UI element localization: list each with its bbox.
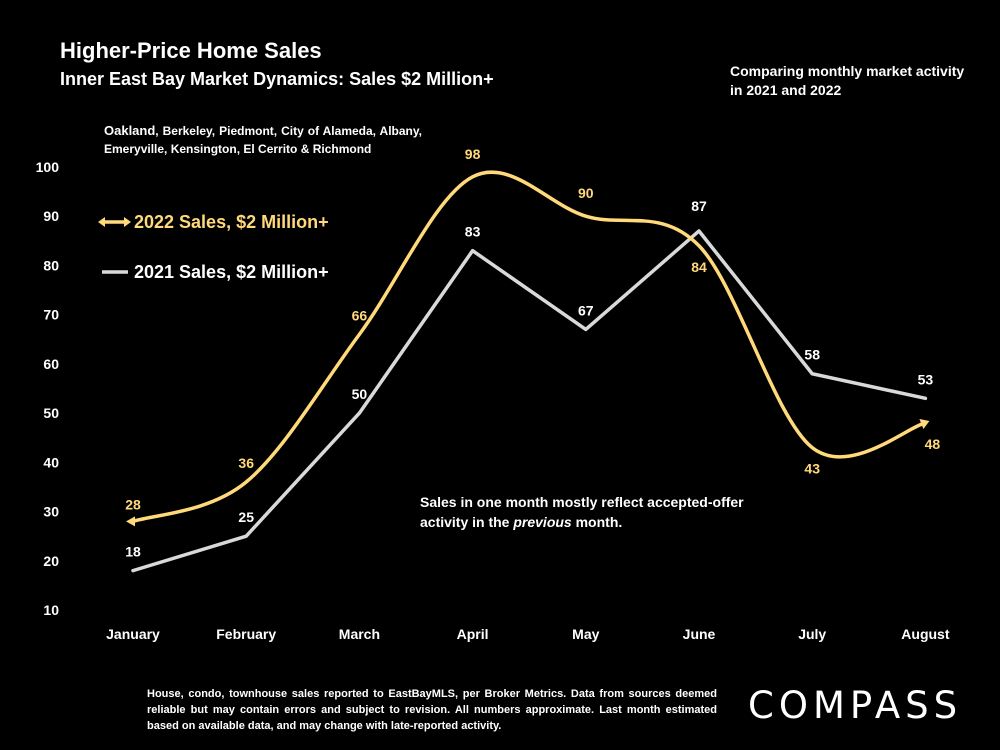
- annotation-part2: month.: [571, 514, 623, 530]
- y-axis: 10 20 30 40 50 60 70 80 90 100: [36, 159, 60, 618]
- y-tick-label: 40: [43, 454, 59, 470]
- series-2021-point: [244, 534, 248, 538]
- legend-entry-label: 2021 Sales, $2 Million+: [134, 262, 329, 282]
- y-tick-label: 70: [43, 307, 59, 323]
- x-tick-label: July: [798, 626, 826, 642]
- series-2022-line: [131, 170, 928, 524]
- x-axis: January February March April May June July Augu…: [106, 626, 950, 642]
- series-2022-label: 84: [691, 259, 707, 275]
- series-2022-label: 66: [352, 307, 368, 323]
- annotation-emphasis: previous: [513, 514, 572, 530]
- series-2021-point: [810, 372, 814, 376]
- series-2022-label: 36: [238, 455, 254, 471]
- region-list: Oakland, Berkeley, Piedmont, City of Ala…: [104, 122, 422, 158]
- y-tick-label: 100: [36, 159, 60, 175]
- series-2021-point: [923, 396, 927, 400]
- legend: 2022 Sales, $2 Million+ 2021 Sales, $2 Mi…: [98, 212, 329, 282]
- x-tick-label: May: [572, 626, 599, 642]
- region-rest: , Berkeley, Piedmont, City of Alameda, A…: [104, 124, 422, 156]
- x-tick-label: January: [106, 626, 160, 642]
- series-2021-label: 18: [125, 544, 141, 560]
- series-2021-point: [357, 411, 361, 415]
- series-2022-end-marker: [919, 418, 930, 429]
- y-tick-label: 60: [43, 356, 59, 372]
- y-tick-label: 10: [43, 602, 59, 618]
- y-tick-label: 20: [43, 553, 59, 569]
- y-tick-label: 50: [43, 405, 59, 421]
- series-2022-point: [810, 446, 814, 450]
- series-2021-label: 67: [578, 302, 594, 318]
- chart-subtitle: Inner East Bay Market Dynamics: Sales $2…: [60, 69, 494, 89]
- series-2022-point: [584, 214, 588, 218]
- legend-swatch-marker: [98, 217, 105, 227]
- source-footnote: House, condo, townhouse sales reported t…: [147, 688, 717, 732]
- chart-title: Higher-Price Home Sales: [60, 38, 322, 63]
- series-2022-point: [244, 480, 248, 484]
- x-tick-label: June: [683, 626, 716, 642]
- region-prefix: Oakland: [104, 123, 156, 138]
- series-lines: [126, 170, 930, 573]
- series-2021-label: 53: [918, 371, 934, 387]
- annotation-note: Sales in one month mostly reflect accept…: [420, 492, 750, 532]
- annotation-part1: Sales in one month mostly reflect accept…: [420, 494, 744, 530]
- x-tick-label: April: [457, 626, 489, 642]
- series-2022-label: 28: [125, 496, 141, 512]
- series-2022-point: [471, 175, 475, 179]
- series-2021-label: 58: [804, 347, 820, 363]
- series-2021-point: [471, 249, 475, 253]
- series-2022-label: 90: [578, 185, 594, 201]
- series-2022-label: 43: [804, 461, 820, 477]
- series-2022-point: [697, 244, 701, 248]
- y-tick-label: 80: [43, 257, 59, 273]
- series-2021-label: 25: [238, 509, 254, 525]
- series-2022-point: [357, 332, 361, 336]
- series-2021-line: [131, 229, 928, 573]
- comparing-note: Comparing monthly market activity in 202…: [730, 63, 965, 98]
- y-tick-label: 90: [43, 208, 59, 224]
- series-2022-label: 98: [465, 146, 481, 162]
- x-tick-label: March: [339, 626, 380, 642]
- series-2021-label: 50: [352, 386, 368, 402]
- series-2022-label: 48: [925, 436, 941, 452]
- series-2022-start-marker: [126, 516, 135, 527]
- legend-swatch-marker: [124, 217, 131, 227]
- series-2021-point: [131, 569, 135, 573]
- x-tick-label: February: [216, 626, 276, 642]
- compass-logo: COMPASS: [748, 684, 963, 727]
- y-tick-label: 30: [43, 504, 59, 520]
- series-2021-label: 83: [465, 224, 481, 240]
- legend-entry-label: 2022 Sales, $2 Million+: [134, 212, 329, 232]
- line-chart: 10 20 30 40 50 60 70 80 90 100 January February Mar…: [36, 146, 950, 642]
- series-2021-label: 87: [691, 198, 707, 214]
- data-labels: 28 36 66 98 90 84 43 48 18 25 50 83 67 87 58 53: [125, 146, 940, 560]
- x-tick-label: August: [901, 626, 950, 642]
- series-2021-point: [584, 327, 588, 331]
- series-2021-point: [697, 229, 701, 233]
